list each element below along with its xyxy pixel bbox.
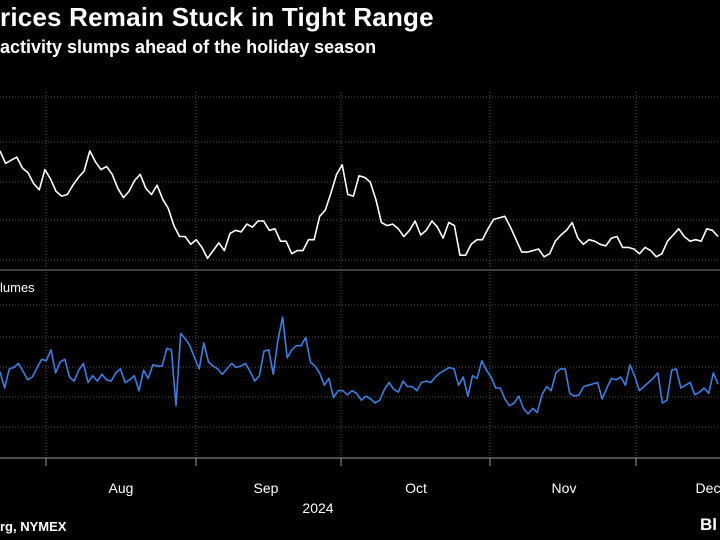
- volume-series-line: [0, 316, 719, 415]
- source-note: rg, NYMEX: [0, 519, 67, 534]
- x-tick-label-dec: Dec: [696, 480, 720, 496]
- gridlines: [0, 92, 720, 459]
- x-tick-label-oct: Oct: [405, 480, 427, 496]
- chart-title: rices Remain Stuck in Tight Range: [0, 2, 434, 32]
- bloomberg-logo: Bl: [700, 515, 717, 534]
- price-panel: [0, 150, 719, 260]
- volume-panel: [0, 316, 719, 415]
- volumes-panel-label: lumes: [0, 280, 35, 295]
- year-label: 2024: [302, 500, 333, 516]
- x-axis: Aug Sep Oct Nov Dec 2024: [45, 458, 720, 516]
- x-tick-label-sep: Sep: [254, 480, 279, 496]
- x-tick-label-aug: Aug: [109, 480, 134, 496]
- chart-subtitle: activity slumps ahead of the holiday sea…: [0, 37, 377, 57]
- x-tick-label-nov: Nov: [552, 480, 577, 496]
- price-series-line: [0, 150, 719, 260]
